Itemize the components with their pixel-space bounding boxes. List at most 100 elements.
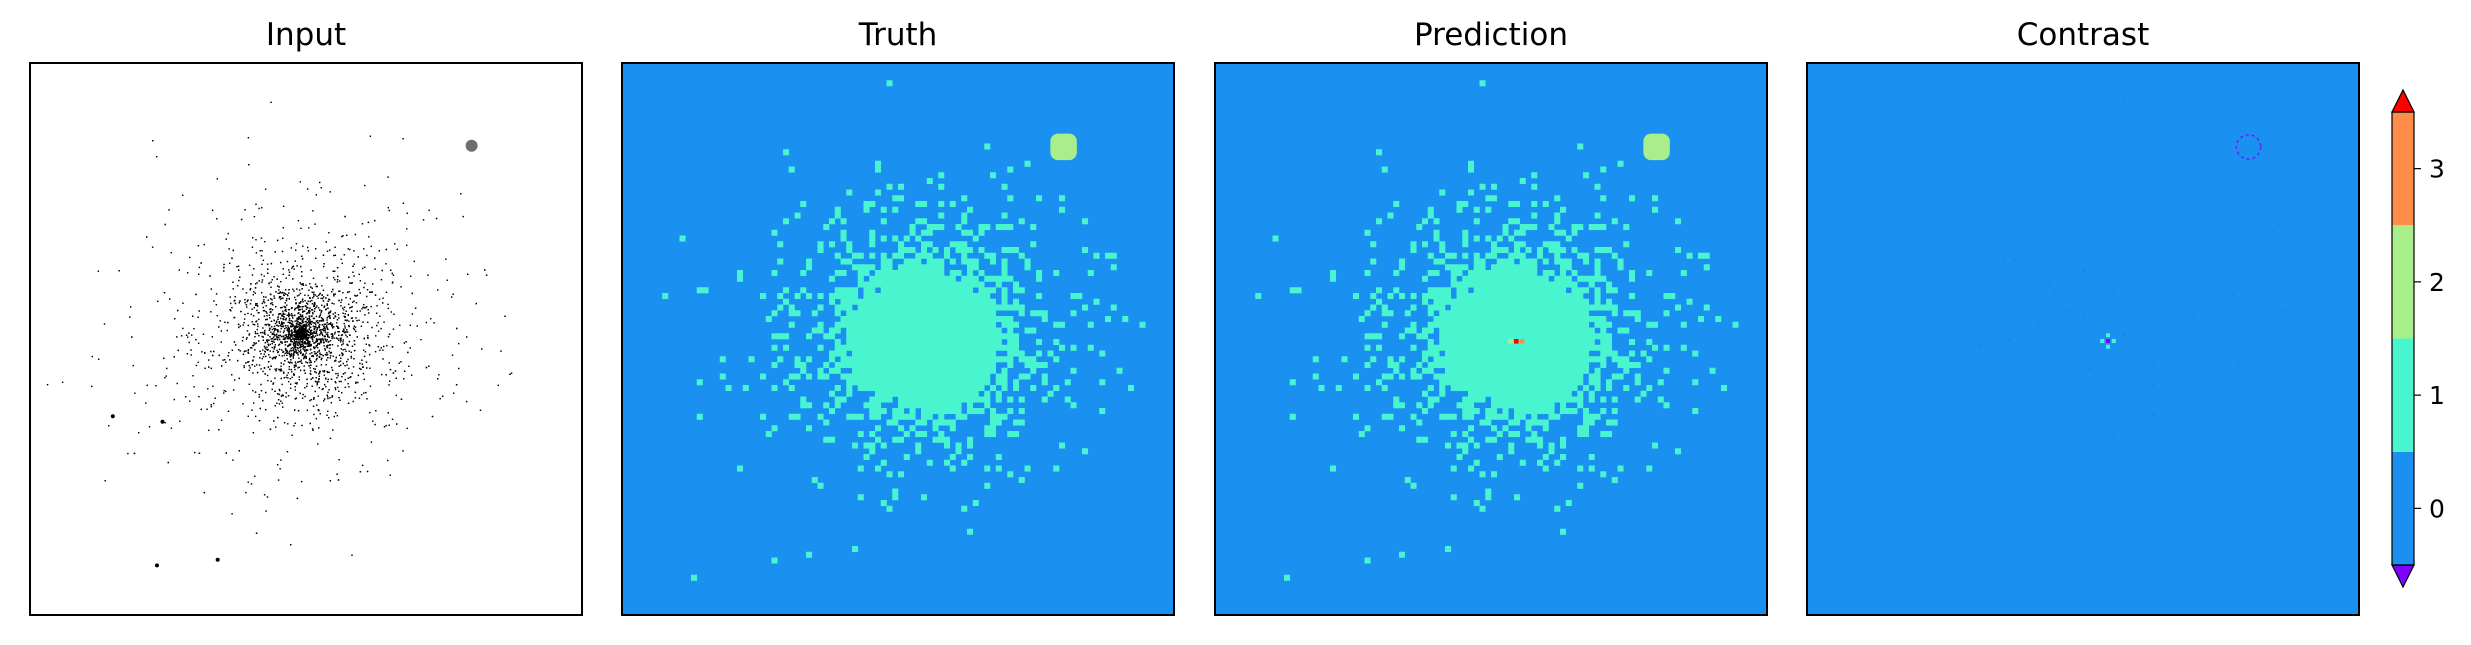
input-point xyxy=(280,335,283,338)
input-point xyxy=(328,340,330,343)
input-point xyxy=(316,338,318,340)
input-point xyxy=(366,398,368,400)
input-point xyxy=(319,338,322,340)
input-point xyxy=(338,339,340,341)
input-point xyxy=(318,379,320,381)
input-point xyxy=(300,338,303,340)
input-point xyxy=(296,347,299,349)
input-point xyxy=(354,294,356,297)
input-point xyxy=(342,330,345,333)
input-point xyxy=(395,394,397,397)
input-point xyxy=(307,320,310,322)
input-point xyxy=(383,321,385,323)
input-point xyxy=(301,397,304,399)
input-point xyxy=(339,360,342,362)
input-point xyxy=(243,322,245,324)
input-point xyxy=(288,368,290,371)
input-point xyxy=(302,321,304,323)
input-point xyxy=(276,278,278,280)
input-point xyxy=(254,336,256,338)
input-point xyxy=(331,369,334,371)
input-point xyxy=(304,354,306,356)
input-point xyxy=(385,374,387,376)
input-point xyxy=(328,232,330,234)
input-point xyxy=(406,212,408,215)
input-point xyxy=(247,137,250,139)
input-point xyxy=(346,331,349,333)
input-point xyxy=(368,344,370,346)
input-point xyxy=(282,313,284,315)
input-point xyxy=(336,473,338,475)
input-point xyxy=(341,392,343,394)
input-point xyxy=(343,332,346,334)
input-point xyxy=(323,325,325,328)
input-point xyxy=(308,227,310,229)
input-point xyxy=(322,370,324,372)
input-point xyxy=(353,300,355,302)
input-point xyxy=(378,298,381,300)
input-point xyxy=(223,390,225,392)
input-point xyxy=(298,307,300,309)
input-point xyxy=(361,363,364,365)
input-point xyxy=(304,347,306,349)
input-point xyxy=(318,373,320,375)
input-point xyxy=(333,415,335,418)
input-point xyxy=(280,370,283,372)
input-point xyxy=(273,276,275,278)
input-point xyxy=(299,313,302,316)
input-point xyxy=(302,340,304,342)
input-point xyxy=(292,348,295,350)
input-point xyxy=(310,336,312,338)
input-point xyxy=(271,388,273,391)
input-point xyxy=(312,405,315,407)
input-point xyxy=(365,343,367,345)
input-point xyxy=(257,312,259,314)
input-point xyxy=(358,397,361,399)
input-point xyxy=(252,389,254,392)
input-point xyxy=(269,428,272,430)
input-point xyxy=(274,344,277,346)
input-point xyxy=(274,251,276,253)
input-point xyxy=(298,317,301,320)
input-point xyxy=(315,359,318,361)
input-point xyxy=(318,343,321,345)
input-point xyxy=(275,334,277,336)
input-point xyxy=(326,359,328,361)
input-point xyxy=(264,347,266,349)
input-point xyxy=(382,358,384,360)
input-point xyxy=(293,366,296,368)
input-point xyxy=(287,380,290,383)
input-point xyxy=(176,336,178,338)
input-point xyxy=(428,365,430,367)
input-point xyxy=(355,295,357,297)
input-point xyxy=(354,233,357,236)
input-point xyxy=(315,194,318,196)
input-point xyxy=(358,288,360,291)
input-point xyxy=(335,356,337,358)
input-point xyxy=(318,375,321,377)
input-point xyxy=(280,377,282,380)
input-point xyxy=(251,321,253,323)
input-point xyxy=(288,315,290,317)
input-point xyxy=(337,372,339,375)
input-point xyxy=(304,387,306,389)
input-point xyxy=(265,391,267,394)
input-point xyxy=(294,368,296,371)
input-point xyxy=(361,308,363,310)
input-point xyxy=(341,375,343,378)
input-point xyxy=(265,340,268,342)
input-point xyxy=(271,302,273,304)
input-point xyxy=(209,275,211,277)
input-point xyxy=(338,317,340,319)
input-point xyxy=(230,302,232,305)
input-point xyxy=(291,331,293,333)
input-point xyxy=(285,310,287,312)
input-point xyxy=(346,364,348,366)
input-point xyxy=(311,333,313,335)
input-point xyxy=(278,348,281,351)
input-point xyxy=(285,288,287,291)
input-point xyxy=(248,365,251,367)
input-point xyxy=(220,341,222,343)
input-point xyxy=(309,360,312,362)
input-point xyxy=(314,326,316,328)
